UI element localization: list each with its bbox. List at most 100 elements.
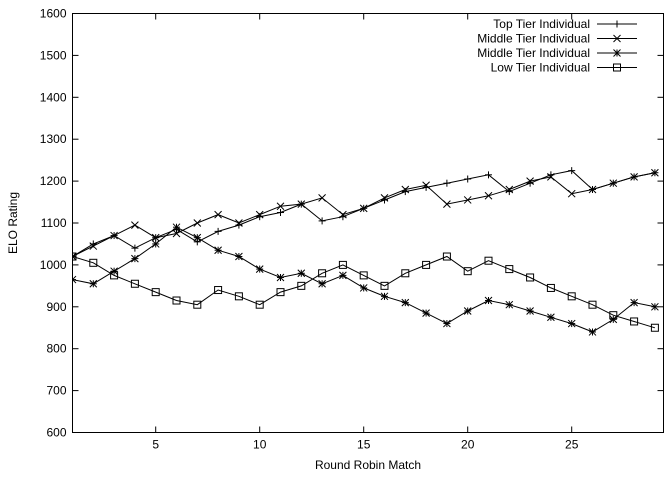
data-point-asterisk (318, 279, 326, 288)
data-point-square (609, 311, 618, 320)
data-point-asterisk (89, 279, 98, 288)
series-line-2 (72, 172, 655, 257)
data-point-asterisk (505, 300, 514, 309)
data-point-square (110, 271, 119, 280)
data-point-asterisk (151, 240, 160, 248)
series-line-1 (72, 170, 655, 257)
x-axis-label: Round Robin Match (315, 458, 421, 472)
data-point-cross (193, 219, 202, 227)
data-point-square (89, 258, 98, 267)
data-point-square (214, 286, 223, 295)
data-point-square (401, 269, 410, 278)
data-point-square (463, 267, 472, 276)
data-point-asterisk (588, 328, 597, 336)
data-point-square (151, 288, 160, 297)
x-tick-label: 10 (253, 438, 267, 452)
data-point-square (130, 279, 139, 288)
data-point-asterisk (359, 284, 368, 292)
data-point-square (484, 256, 493, 265)
data-point-cross (151, 233, 160, 242)
y-tick-label: 1300 (40, 132, 67, 146)
data-point-cross (214, 210, 222, 219)
data-point-cross (588, 185, 597, 194)
data-point-asterisk (401, 298, 410, 307)
data-point-asterisk (484, 296, 493, 305)
x-tick-label: 20 (461, 438, 475, 452)
y-tick-label: 1600 (40, 7, 67, 21)
data-point-cross (613, 34, 621, 43)
data-point-asterisk (339, 271, 347, 280)
data-point-cross (172, 229, 181, 238)
legend-label: Top Tier Individual (493, 17, 590, 31)
data-point-cross (359, 204, 368, 213)
data-point-square (338, 260, 347, 269)
series-line-4 (72, 255, 656, 329)
data-point-asterisk (276, 273, 285, 282)
data-point-asterisk (297, 269, 306, 278)
data-point-asterisk (131, 254, 139, 263)
data-point-asterisk (255, 265, 264, 273)
y-tick-label: 1100 (41, 216, 67, 230)
data-point-cross (443, 200, 451, 208)
y-tick-label: 900 (46, 300, 66, 314)
data-point-asterisk (613, 49, 621, 57)
data-point-asterisk (172, 223, 181, 232)
data-point-square (613, 63, 621, 72)
data-point-asterisk (110, 267, 118, 276)
data-point-plus (485, 171, 492, 179)
data-point-square (442, 252, 451, 261)
data-point-plus (214, 227, 222, 235)
y-tick-label: 1400 (40, 90, 67, 104)
data-point-cross (318, 194, 326, 202)
data-point-square (422, 260, 431, 269)
data-point-square (72, 252, 77, 261)
data-point-cross (463, 196, 472, 204)
data-point-plus (568, 167, 576, 175)
y-tick-label: 700 (46, 384, 66, 398)
data-point-cross (484, 191, 493, 200)
x-tick-label: 5 (152, 438, 159, 452)
data-point-square (255, 300, 264, 309)
data-point-square (359, 271, 368, 280)
data-point-plus (613, 20, 621, 28)
data-point-asterisk (72, 275, 77, 284)
data-point-square (650, 323, 659, 332)
data-point-cross (422, 181, 430, 190)
data-point-cross (651, 168, 659, 177)
legend-label: Low Tier Individual (491, 61, 590, 75)
data-point-asterisk (422, 309, 430, 317)
data-point-square (505, 265, 514, 274)
data-point-cross (297, 200, 306, 208)
data-point-square (297, 281, 306, 290)
data-point-square (234, 292, 243, 301)
data-point-asterisk (651, 302, 659, 311)
data-point-cross (131, 221, 139, 229)
data-point-square (526, 273, 535, 282)
data-point-square (380, 281, 389, 290)
x-tick-label: 15 (357, 438, 371, 452)
data-point-asterisk (463, 307, 472, 315)
data-point-cross (380, 194, 389, 202)
legend-label: Middle Tier Individual (477, 46, 590, 60)
data-point-asterisk (526, 307, 534, 315)
data-point-cross (235, 219, 243, 227)
data-point-cross (547, 173, 555, 181)
y-tick-label: 600 (46, 426, 66, 440)
data-point-cross (255, 210, 264, 219)
data-point-asterisk (567, 319, 576, 328)
data-point-asterisk (609, 315, 618, 324)
data-point-asterisk (547, 313, 555, 322)
data-point-cross (339, 210, 347, 219)
data-point-plus (131, 244, 139, 252)
data-point-cross (526, 177, 534, 185)
data-point-cross (609, 179, 618, 188)
data-point-square (588, 300, 597, 309)
data-point-plus (443, 179, 451, 187)
data-point-cross (89, 242, 98, 250)
data-point-cross (567, 189, 576, 198)
data-point-square (546, 283, 555, 292)
data-point-cross (505, 185, 514, 194)
data-point-cross (401, 185, 410, 194)
data-point-square (318, 269, 327, 278)
